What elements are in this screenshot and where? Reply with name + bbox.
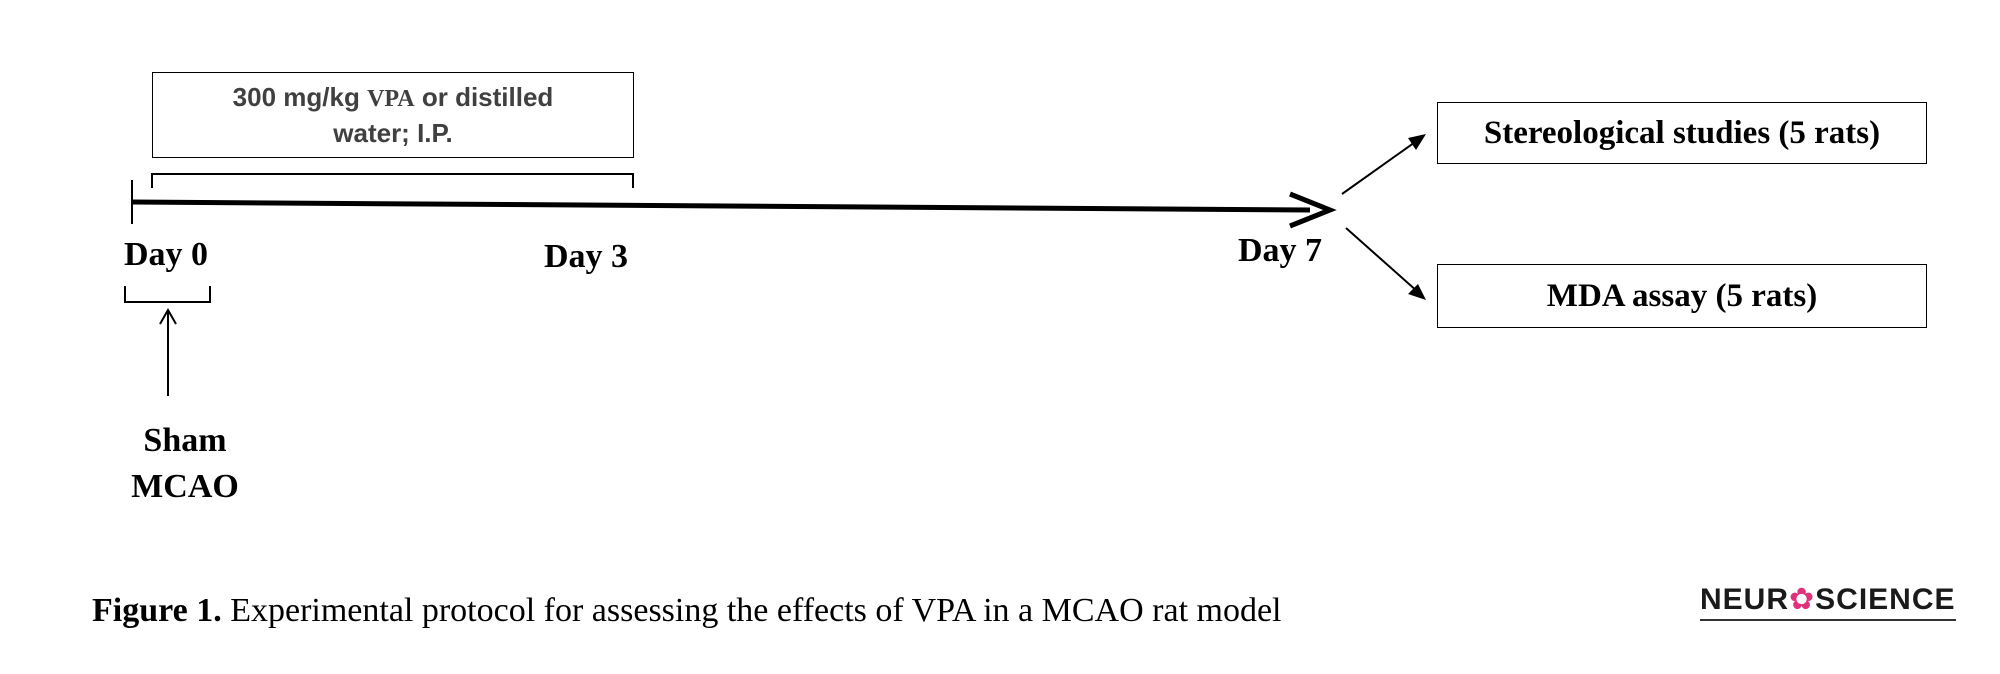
journal-logo: NEUR✿SCIENCE (1700, 582, 1956, 621)
day0-bracket (124, 286, 211, 303)
group-sham: Sham (143, 422, 227, 459)
day0-label: Day 0 (124, 236, 209, 273)
day7-label: Day 7 (1238, 232, 1323, 269)
day3-label: Day 3 (544, 238, 629, 275)
timeline-line (131, 199, 1311, 213)
treatment-line1: 300 mg/kg VPA or distilled (233, 80, 554, 116)
treatment-box: 300 mg/kg VPA or distilled water; I.P. (152, 72, 634, 158)
branch-arrow-down (1345, 227, 1419, 293)
logo-mark-icon: ✿ (1789, 583, 1816, 616)
figure-caption: Figure 1. Experimental protocol for asse… (92, 592, 1282, 630)
group-labels: Sham MCAO (115, 418, 255, 510)
logo-right: SCIENCE (1815, 583, 1956, 616)
group-mcao: MCAO (131, 468, 239, 505)
outcome-stereology-text: Stereological studies (5 rats) (1483, 114, 1881, 151)
outcome-mda-box: MDA assay (5 rats) (1437, 264, 1927, 328)
treatment-vehicle: or distilled (414, 82, 554, 112)
outcome-stereology-box: Stereological studies (5 rats) (1437, 102, 1927, 164)
outcome-mda-text: MDA assay (5 rats) (1546, 277, 1818, 314)
logo-left: NEUR (1700, 583, 1790, 616)
surgery-arrowhead (159, 307, 177, 325)
treatment-dose: 300 mg/kg (232, 82, 368, 112)
timeline-arrowhead (1289, 191, 1337, 229)
treatment-bracket (151, 173, 634, 188)
treatment-line2: water; I.P. (333, 118, 453, 148)
branch-arrowhead-up (1408, 134, 1426, 150)
branch-arrowhead-down (1408, 284, 1426, 300)
caption-text: Experimental protocol for assessing the … (221, 592, 1282, 629)
branch-arrow-up (1341, 139, 1419, 195)
treatment-drug: VPA (367, 86, 415, 112)
caption-label: Figure 1. (92, 592, 222, 629)
